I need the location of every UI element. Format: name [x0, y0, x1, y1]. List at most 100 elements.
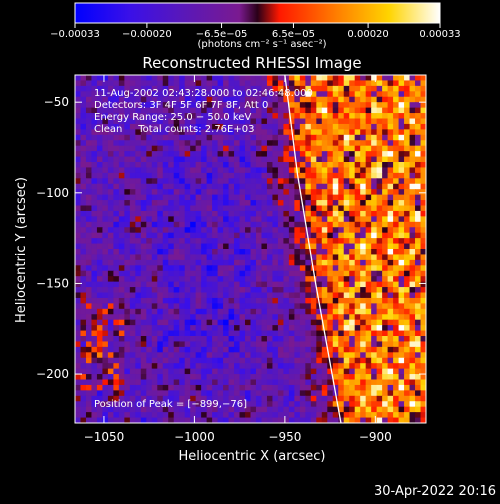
heatmap-cell: [184, 243, 191, 250]
heatmap-cell: [371, 265, 378, 272]
heatmap-cell: [113, 232, 120, 239]
heatmap-cell: [234, 379, 241, 386]
heatmap-cell: [272, 281, 279, 288]
heatmap-cell: [365, 123, 372, 130]
heatmap-cell: [190, 123, 197, 130]
heatmap-cell: [261, 172, 268, 179]
heatmap-cell: [349, 113, 356, 120]
heatmap-cell: [129, 287, 136, 294]
heatmap-cell: [184, 151, 191, 158]
heatmap-cell: [157, 178, 164, 185]
heatmap-cell: [255, 167, 263, 174]
heatmap-cell: [234, 227, 241, 234]
heatmap-cell: [135, 384, 142, 391]
heatmap-cell: [168, 249, 175, 256]
heatmap-cell: [80, 107, 87, 114]
heatmap-cell: [283, 238, 290, 245]
heatmap-cell: [409, 249, 416, 256]
heatmap-cell: [349, 85, 356, 92]
heatmap-cell: [371, 374, 378, 381]
heatmap-cell: [316, 238, 323, 245]
heatmap-cell: [201, 412, 208, 419]
heatmap-cell: [173, 276, 180, 283]
heatmap-cell: [272, 232, 279, 239]
heatmap-cell: [228, 216, 235, 223]
heatmap-cell: [283, 205, 290, 212]
heatmap-cell: [135, 368, 142, 375]
heatmap-cell: [80, 254, 87, 261]
heatmap-cell: [371, 75, 378, 82]
heatmap-cell: [288, 276, 295, 283]
heatmap-cell: [201, 276, 208, 283]
heatmap-cell: [404, 85, 411, 92]
heatmap-cell: [272, 156, 279, 163]
heatmap-cell: [184, 232, 191, 239]
heatmap-cell: [310, 210, 317, 217]
heatmap-cell: [277, 270, 285, 277]
heatmap-cell: [305, 341, 312, 348]
heatmap-cell: [294, 178, 301, 185]
heatmap-cell: [179, 308, 186, 315]
heatmap-cell: [179, 401, 186, 408]
heatmap-cell: [316, 91, 323, 98]
heatmap-cell: [212, 287, 219, 294]
heatmap-cell: [376, 118, 383, 125]
heatmap-cell: [80, 357, 87, 364]
heatmap-cell: [288, 151, 295, 158]
heatmap-cell: [217, 346, 224, 353]
heatmap-cell: [316, 281, 323, 288]
heatmap-cell: [283, 308, 290, 315]
heatmap-cell: [387, 91, 394, 98]
heatmap-cell: [124, 205, 131, 212]
heatmap-cell: [135, 314, 142, 321]
heatmap-cell: [299, 330, 306, 337]
heatmap-cell: [135, 151, 142, 158]
heatmap-cell: [85, 129, 93, 136]
heatmap-cell: [107, 395, 114, 402]
heatmap-cell: [360, 341, 367, 348]
heatmap-cell: [354, 297, 361, 304]
heatmap-cell: [157, 156, 164, 163]
heatmap-cell: [113, 178, 120, 185]
heatmap-cell: [294, 363, 301, 370]
heatmap-cell: [387, 178, 394, 185]
heatmap-cell: [371, 363, 378, 370]
heatmap-cell: [354, 319, 361, 326]
heatmap-cell: [140, 216, 147, 223]
heatmap-cell: [118, 75, 125, 82]
heatmap-cell: [118, 107, 125, 114]
heatmap-cell: [195, 406, 202, 413]
heatmap-cell: [294, 352, 301, 359]
heatmap-cell: [277, 292, 285, 299]
heatmap-cell: [168, 134, 175, 141]
heatmap-cell: [327, 80, 334, 87]
heatmap-cell: [393, 406, 400, 413]
heatmap-cell: [338, 210, 345, 217]
heatmap-cell: [255, 401, 263, 408]
heatmap-cell: [365, 183, 372, 190]
heatmap-cell: [75, 303, 82, 310]
heatmap-cell: [85, 205, 93, 212]
heatmap-cell: [113, 194, 120, 201]
heatmap-cell: [398, 265, 405, 272]
heatmap-cell: [338, 352, 345, 359]
heatmap-cell: [91, 401, 98, 408]
heatmap-cell: [129, 205, 136, 212]
heatmap-cell: [140, 346, 147, 353]
heatmap-cell: [277, 183, 285, 190]
heatmap-cell: [157, 183, 164, 190]
heatmap-cell: [398, 134, 405, 141]
heatmap-cell: [135, 189, 142, 196]
heatmap-cell: [80, 330, 87, 337]
heatmap-cell: [80, 297, 87, 304]
heatmap-cell: [338, 357, 345, 364]
heatmap-cell: [277, 151, 285, 158]
heatmap-cell: [354, 243, 361, 250]
heatmap-cell: [376, 270, 383, 277]
heatmap-cell: [365, 249, 372, 256]
heatmap-cell: [261, 330, 268, 337]
heatmap-cell: [255, 162, 263, 169]
heatmap-cell: [376, 238, 383, 245]
heatmap-cell: [299, 287, 306, 294]
heatmap-cell: [107, 162, 114, 169]
